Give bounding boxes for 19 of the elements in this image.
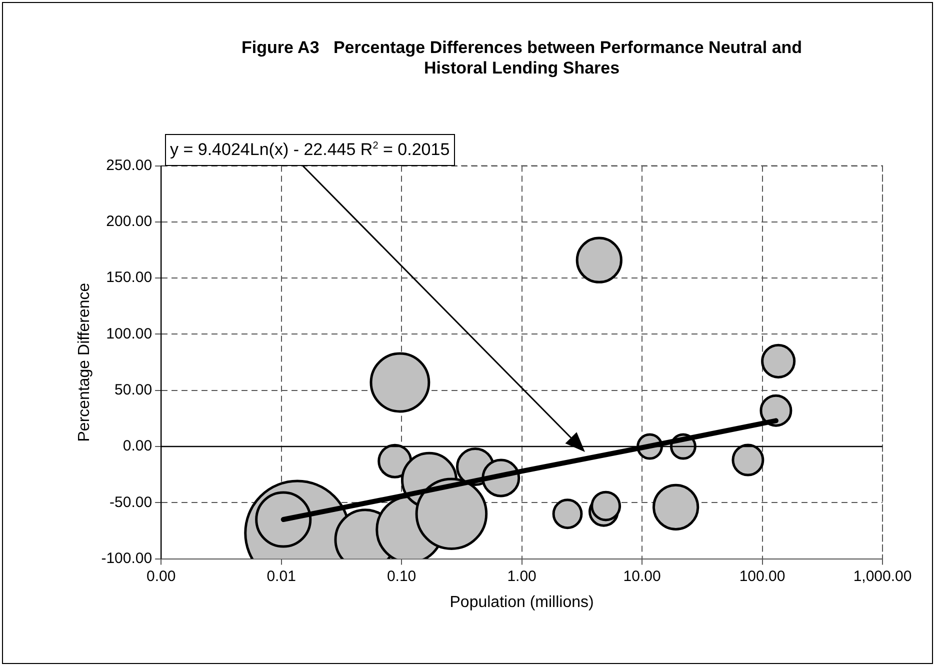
x-axis-title: Population (millions): [450, 594, 594, 611]
x-tick-label: 1.00: [507, 568, 536, 585]
x-tick-label: 100.00: [739, 568, 786, 585]
y-tick-label: 150.00: [106, 269, 152, 286]
y-tick-label: 250.00: [106, 156, 152, 174]
y-tick-label: 0.00: [122, 438, 152, 455]
y-tick-label: 50.00: [114, 382, 152, 399]
chart-title: Figure A3 Percentage Differences between Performance Neutral and Historal Lending Shares: [242, 38, 802, 78]
y-tick-label: 100.00: [106, 325, 152, 342]
y-tick-label: -50.00: [110, 494, 152, 511]
y-tick-label: -100.00: [101, 550, 152, 567]
x-tick-label: 0.10: [386, 568, 416, 585]
text: y = 9.4024Ln(x) - 22.445 R$^{2}$ = 0.2015: [165, 134, 455, 166]
x-tick-label: 10.00: [623, 568, 661, 585]
y-tick-label: 200.00: [106, 213, 152, 230]
x-tick-label: 0.00: [146, 568, 176, 585]
y-axis-title: Percentage Difference: [76, 282, 94, 442]
x-tick-label: 1,000.00: [853, 568, 912, 585]
x-tick-label: 0.01: [266, 568, 296, 585]
